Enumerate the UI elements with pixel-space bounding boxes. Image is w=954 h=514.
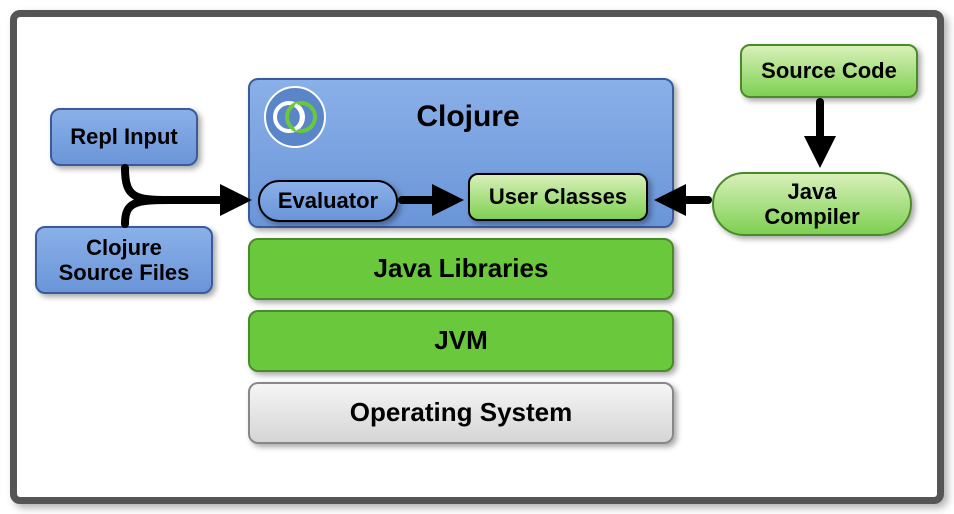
evaluator-node: Evaluator — [258, 180, 398, 222]
java-compiler-node: Java Compiler — [712, 172, 912, 236]
source-code-label: Source Code — [761, 58, 897, 83]
jvm-label: JVM — [434, 326, 487, 356]
repl-input-label: Repl Input — [70, 124, 178, 149]
java-libraries-label: Java Libraries — [374, 254, 549, 284]
java-libraries-node: Java Libraries — [248, 238, 674, 300]
clojure-logo-icon — [264, 86, 326, 148]
java-compiler-label: Java Compiler — [764, 179, 859, 230]
user-classes-node: User Classes — [468, 173, 648, 221]
clojure-header: Clojure — [250, 80, 672, 154]
user-classes-label: User Classes — [489, 184, 627, 209]
operating-system-node: Operating System — [248, 382, 674, 444]
diagram-canvas: Clojure Evaluator User Classes Repl Inpu… — [0, 0, 954, 514]
evaluator-label: Evaluator — [278, 188, 378, 213]
jvm-node: JVM — [248, 310, 674, 372]
clojure-title: Clojure — [338, 100, 658, 134]
repl-input-node: Repl Input — [50, 108, 198, 166]
operating-system-label: Operating System — [350, 398, 573, 428]
clojure-source-label: Clojure Source Files — [59, 235, 190, 286]
clojure-source-node: Clojure Source Files — [35, 226, 213, 294]
source-code-node: Source Code — [740, 44, 918, 98]
